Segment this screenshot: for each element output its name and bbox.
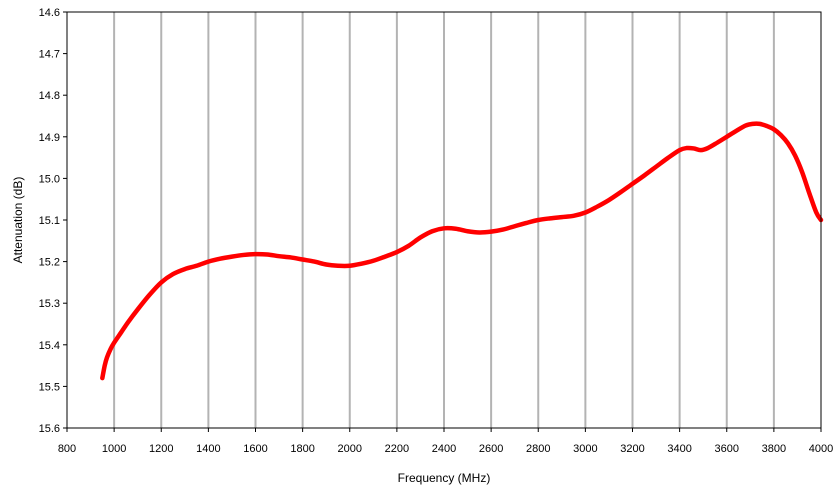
x-tick-label: 2400 bbox=[432, 443, 456, 455]
y-tick-label: 15.3 bbox=[39, 298, 60, 310]
x-tick-label: 3000 bbox=[573, 443, 597, 455]
x-tick-label: 1600 bbox=[243, 443, 267, 455]
y-tick-label: 15.2 bbox=[39, 257, 60, 269]
x-tick-label: 4000 bbox=[809, 443, 833, 455]
x-tick-label: 1800 bbox=[290, 443, 314, 455]
y-tick-label: 14.9 bbox=[39, 132, 60, 144]
y-tick-label: 15.5 bbox=[39, 381, 60, 393]
y-tick-label: 14.7 bbox=[39, 49, 60, 61]
x-tick-label: 1200 bbox=[149, 443, 173, 455]
y-axis-ticks: 14.6 14.7 14.8 14.9 15.0 15.1 15.2 15.3 15.4 15.5… bbox=[39, 7, 67, 435]
x-tick-label: 2600 bbox=[479, 443, 503, 455]
x-axis-title: Frequency (MHz) bbox=[398, 471, 491, 485]
x-tick-label: 3200 bbox=[620, 443, 644, 455]
y-tick-label: 14.6 bbox=[39, 7, 60, 19]
y-tick-label: 15.0 bbox=[39, 173, 60, 185]
series-layer bbox=[100, 121, 824, 381]
x-tick-label: 800 bbox=[58, 443, 76, 455]
y-tick-label: 15.1 bbox=[39, 215, 60, 227]
x-tick-label: 2800 bbox=[526, 443, 550, 455]
y-tick-label: 15.6 bbox=[39, 423, 60, 435]
x-tick-label: 2000 bbox=[338, 443, 362, 455]
y-axis-title: Attenuation (dB) bbox=[11, 177, 25, 264]
grid-lines bbox=[113, 12, 775, 428]
y-tick-label: 14.8 bbox=[39, 90, 60, 102]
x-tick-label: 3600 bbox=[715, 443, 739, 455]
x-tick-label: 1000 bbox=[102, 443, 126, 455]
x-tick-label: 3400 bbox=[667, 443, 691, 455]
x-axis-ticks: 800 1000 1200 1400 1600 1800 2000 2200 2400 2600 2… bbox=[58, 428, 833, 455]
series-line bbox=[100, 121, 824, 381]
x-tick-label: 2200 bbox=[385, 443, 409, 455]
x-tick-label: 1400 bbox=[196, 443, 220, 455]
y-tick-label: 15.4 bbox=[39, 340, 60, 352]
x-tick-label: 3800 bbox=[762, 443, 786, 455]
